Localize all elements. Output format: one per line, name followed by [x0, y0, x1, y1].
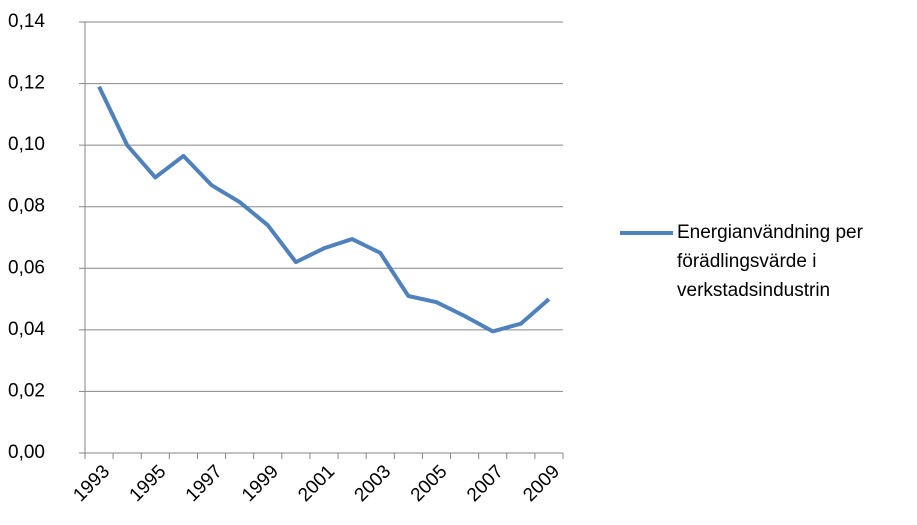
- x-tick-label: 2007: [463, 461, 508, 506]
- y-tick-label: 0,02: [8, 380, 45, 401]
- series-line: [97, 85, 551, 334]
- y-tick-label: 0,14: [8, 11, 45, 32]
- y-tick-label: 0,12: [8, 73, 45, 94]
- y-tick-label: 0,08: [8, 196, 45, 217]
- x-tick-label: 1997: [182, 461, 227, 506]
- y-tick-label: 0,06: [8, 257, 45, 278]
- y-tick-label: 0,00: [8, 442, 45, 463]
- x-tick-label: 1995: [126, 461, 171, 506]
- x-tick-label: 2003: [351, 461, 396, 506]
- x-tick-label: 1999: [238, 461, 283, 506]
- y-tick-label: 0,04: [8, 319, 45, 340]
- x-tick-label: 2001: [294, 461, 339, 506]
- x-tick-label: 2009: [519, 461, 564, 506]
- x-tick-label: 2005: [407, 461, 452, 506]
- y-tick-label: 0,10: [8, 134, 45, 155]
- legend-label: Energianvändning per förädlingsvärde i v…: [677, 222, 863, 301]
- x-tick-label: 1993: [69, 461, 114, 506]
